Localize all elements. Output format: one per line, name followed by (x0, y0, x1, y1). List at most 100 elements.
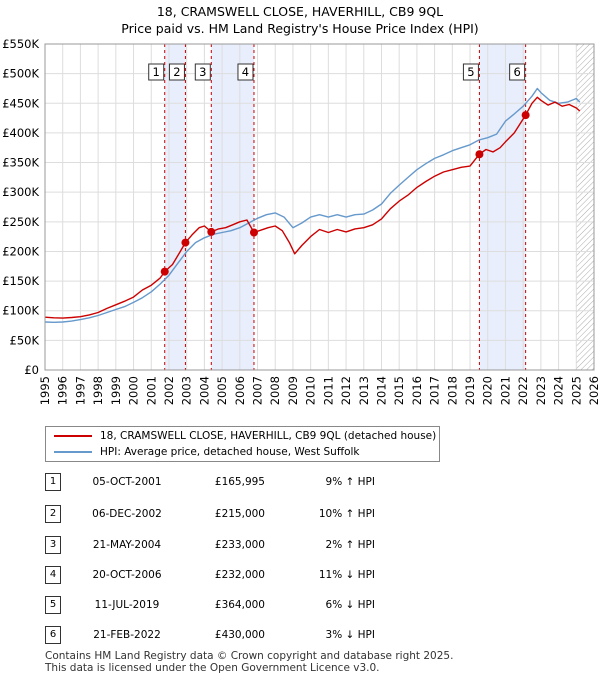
sale-point (249, 228, 258, 237)
sale-date: 06-DEC-2002 (92, 508, 162, 520)
x-tick-label: 2015 (392, 376, 406, 405)
x-tick-label: 2009 (286, 376, 300, 405)
sale-price: £430,000 (214, 629, 265, 641)
x-tick-label: 2003 (180, 376, 194, 405)
sale-point (181, 238, 190, 247)
sale-hpi-change: 11% ↓ HPI (318, 569, 375, 581)
plot-border (44, 43, 595, 371)
x-tick-label: 2014 (374, 376, 388, 405)
sale-date: 21-MAY-2004 (92, 539, 162, 551)
x-tick-label: 1999 (109, 376, 123, 405)
x-tick-label: 2026 (587, 376, 600, 405)
table-row: 6 21-FEB-2022 £430,000 3% ↓ HPI (45, 626, 445, 644)
x-tick-label: 2022 (516, 376, 530, 405)
sale-date: 20-OCT-2006 (92, 569, 162, 581)
legend-swatch-property (54, 435, 92, 437)
x-tick-label: 2021 (498, 376, 512, 405)
x-tick-label: 2013 (357, 376, 371, 405)
x-tick-label: 2017 (428, 376, 442, 405)
sale-price: £364,000 (214, 599, 265, 611)
chart-title-line-2: Price paid vs. HM Land Registry's House … (121, 21, 479, 36)
y-tick-label: £300K (2, 185, 39, 199)
sale-label-number: 1 (153, 65, 160, 79)
footer-copyright: Contains HM Land Registry data © Crown c… (45, 650, 454, 662)
hpi-series-line (44, 87, 581, 323)
x-tick-label: 2012 (339, 376, 353, 405)
x-tick-label: 2019 (463, 376, 477, 405)
y-tick-label: £500K (2, 67, 39, 81)
x-tick-label: 2006 (233, 376, 247, 405)
legend-swatch-hpi (54, 451, 92, 453)
sale-label-number: 3 (199, 65, 206, 79)
sale-hpi-change: 6% ↓ HPI (325, 599, 375, 611)
x-tick-label: 2024 (552, 376, 566, 405)
property-series-line (44, 96, 581, 319)
sale-hpi-change: 2% ↑ HPI (325, 539, 375, 551)
x-tick-label: 2023 (534, 376, 548, 405)
sale-label-box (462, 63, 479, 81)
sale-point (160, 267, 169, 276)
x-tick-label: 2008 (268, 376, 282, 405)
x-tick-label: 2004 (197, 376, 211, 405)
legend: 18, CRAMSWELL CLOSE, HAVERHILL, CB9 9QL … (45, 426, 440, 462)
x-tick-label: 2011 (321, 376, 335, 405)
legend-label-property: 18, CRAMSWELL CLOSE, HAVERHILL, CB9 9QL … (100, 430, 437, 442)
y-tick-label: £100K (2, 304, 39, 318)
x-tick-label: 2001 (144, 376, 158, 405)
y-tick-label: £450K (2, 96, 39, 110)
sale-number-badge: 3 (45, 536, 61, 554)
sale-price: £165,995 (214, 476, 265, 488)
highlight-band (479, 44, 526, 370)
sale-point (521, 111, 530, 120)
sale-point (207, 227, 216, 236)
sale-label-box (509, 63, 526, 81)
sale-number-badge: 6 (45, 626, 61, 644)
sale-number-badge: 5 (45, 596, 61, 614)
sale-date: 11-JUL-2019 (94, 599, 160, 611)
sale-price: £233,000 (214, 539, 265, 551)
table-row: 1 05-OCT-2001 £165,995 9% ↑ HPI (45, 473, 445, 491)
sale-price: £232,000 (214, 569, 265, 581)
sale-label-box (148, 63, 165, 81)
sale-number-badge: 1 (45, 473, 61, 491)
sale-label-number: 5 (467, 65, 474, 79)
table-row: 3 21-MAY-2004 £233,000 2% ↑ HPI (45, 536, 445, 554)
sale-label-box (237, 63, 254, 81)
x-tick-label: 2016 (410, 376, 424, 405)
footer-licence: This data is licensed under the Open Gov… (45, 662, 380, 674)
table-row: 5 11-JUL-2019 £364,000 6% ↓ HPI (45, 596, 445, 614)
sale-date: 05-OCT-2001 (92, 476, 162, 488)
x-tick-label: 2002 (162, 376, 176, 405)
sale-label-number: 2 (173, 65, 180, 79)
legend-label-hpi: HPI: Average price, detached house, West… (100, 446, 360, 458)
highlight-band (164, 44, 186, 370)
table-row: 2 06-DEC-2002 £215,000 10% ↑ HPI (45, 505, 445, 523)
y-tick-label: £150K (2, 274, 39, 288)
y-tick-label: £400K (2, 126, 39, 140)
y-tick-label: £550K (2, 37, 39, 51)
chart-title: 18, CRAMSWELL CLOSE, HAVERHILL, CB9 9QL … (0, 3, 600, 37)
y-tick-label: £250K (2, 215, 39, 229)
x-tick-label: 2025 (569, 376, 583, 405)
sale-label-number: 4 (242, 65, 249, 79)
y-tick-label: £0 (24, 363, 39, 377)
y-tick-label: £200K (2, 244, 39, 258)
y-tick-label: £350K (2, 156, 39, 170)
x-tick-label: 1997 (73, 376, 87, 405)
x-tick-label: 1995 (38, 376, 52, 405)
x-tick-label: 2000 (127, 376, 141, 405)
x-tick-label: 2007 (251, 376, 265, 405)
sale-number-badge: 4 (45, 566, 61, 584)
sale-hpi-change: 3% ↓ HPI (325, 629, 375, 641)
x-tick-label: 2010 (304, 376, 318, 405)
highlight-band (211, 44, 254, 370)
sale-hpi-change: 9% ↑ HPI (325, 476, 375, 488)
sale-price: £215,000 (214, 508, 265, 520)
table-row: 4 20-OCT-2006 £232,000 11% ↓ HPI (45, 566, 445, 584)
sale-label-box (194, 63, 211, 81)
x-tick-label: 2020 (481, 376, 495, 405)
forecast-region (576, 44, 594, 370)
chart-title-line-1: 18, CRAMSWELL CLOSE, HAVERHILL, CB9 9QL (156, 4, 444, 19)
sale-hpi-change: 10% ↑ HPI (318, 508, 375, 520)
sale-label-number: 6 (513, 65, 520, 79)
